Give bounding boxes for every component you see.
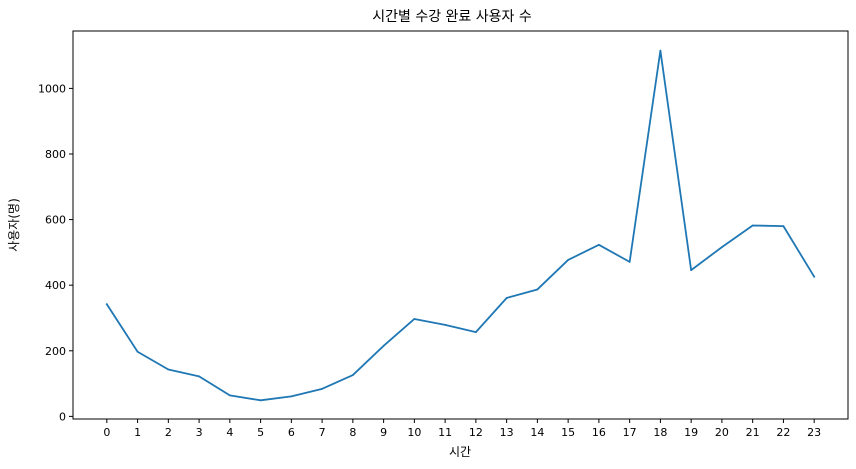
data-point bbox=[228, 394, 231, 397]
data-point bbox=[536, 288, 539, 291]
data-point bbox=[444, 323, 447, 326]
data-point bbox=[321, 387, 324, 390]
x-tick-label: 16 bbox=[592, 426, 606, 439]
x-tick-label: 20 bbox=[715, 426, 729, 439]
x-tick-label: 10 bbox=[407, 426, 421, 439]
series-layer bbox=[105, 49, 816, 402]
series-line bbox=[105, 49, 816, 402]
x-tick-label: 0 bbox=[103, 426, 110, 439]
data-point bbox=[290, 395, 293, 398]
x-tick-label: 14 bbox=[530, 426, 544, 439]
data-point bbox=[167, 368, 170, 371]
chart-title: 시간별 수강 완료 사용자 수 bbox=[372, 9, 532, 25]
data-point bbox=[474, 331, 477, 333]
data-point bbox=[505, 297, 508, 299]
y-tick-label: 1000 bbox=[38, 82, 66, 95]
data-point bbox=[351, 374, 354, 376]
x-tick-label: 4 bbox=[226, 426, 233, 439]
data-point bbox=[259, 399, 262, 402]
y-tick-label: 400 bbox=[45, 279, 66, 292]
y-tick-label: 600 bbox=[45, 214, 66, 227]
data-point bbox=[597, 243, 600, 246]
x-tick-label: 7 bbox=[319, 426, 326, 439]
x-tick-label: 9 bbox=[380, 426, 387, 439]
data-point bbox=[136, 350, 139, 353]
data-point bbox=[721, 246, 723, 249]
x-tick-label: 18 bbox=[653, 426, 667, 439]
x-tick-label: 22 bbox=[776, 426, 790, 439]
x-tick-label: 12 bbox=[469, 426, 483, 439]
x-axis: 0 1 2 3 4 5 6 7 8 9 10 11 12 13 14 15 16 17 18 19 20 21 22 23 bbox=[103, 419, 821, 439]
x-tick-label: 13 bbox=[500, 426, 514, 439]
x-tick-label: 8 bbox=[349, 426, 356, 439]
x-axis-label: 시간 bbox=[449, 445, 471, 459]
data-point bbox=[782, 225, 785, 228]
data-point bbox=[105, 303, 108, 306]
y-tick-label: 800 bbox=[45, 148, 66, 161]
x-tick-label: 2 bbox=[165, 426, 172, 439]
x-tick-label: 15 bbox=[561, 426, 575, 439]
y-axis-label: 사용자(명) bbox=[7, 198, 21, 252]
plot-area-frame bbox=[72, 30, 849, 420]
y-tick-label: 0 bbox=[59, 410, 66, 423]
x-tick-label: 1 bbox=[134, 426, 141, 439]
data-point bbox=[813, 275, 816, 278]
data-point bbox=[413, 318, 416, 320]
data-point bbox=[382, 344, 385, 347]
x-tick-label: 17 bbox=[623, 426, 637, 439]
data-point bbox=[628, 260, 631, 263]
data-point bbox=[690, 269, 693, 271]
data-point bbox=[751, 224, 754, 227]
x-tick-label: 21 bbox=[746, 426, 760, 439]
y-axis: 0 200 400 600 800 1000 bbox=[38, 82, 73, 423]
data-point bbox=[659, 49, 662, 52]
data-point bbox=[198, 375, 200, 378]
x-tick-label: 23 bbox=[807, 426, 821, 439]
x-tick-label: 3 bbox=[196, 426, 203, 439]
x-tick-label: 5 bbox=[257, 426, 264, 439]
x-tick-label: 6 bbox=[288, 426, 295, 439]
data-point bbox=[567, 259, 570, 261]
x-tick-label: 19 bbox=[684, 426, 698, 439]
y-tick-label: 200 bbox=[45, 345, 66, 358]
x-tick-label: 11 bbox=[438, 426, 452, 439]
